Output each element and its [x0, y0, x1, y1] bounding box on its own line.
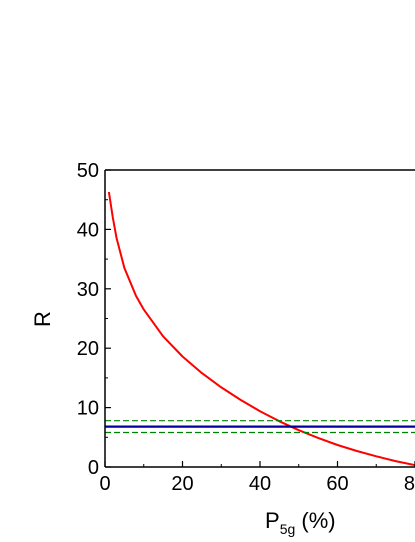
y-tick-label: 0: [88, 457, 99, 479]
y-tick-label: 50: [77, 160, 99, 182]
series-layer: [105, 191, 415, 467]
y-tick-label: 40: [77, 219, 99, 241]
y-tick-label: 30: [77, 279, 99, 301]
labels-layer: 0 10 20 30 40 50 0 20 40 60 80: [77, 160, 415, 495]
x-tick-label: 20: [171, 473, 193, 495]
y-tick-label: 20: [77, 338, 99, 360]
x-axis-title-unit: (%): [295, 508, 335, 533]
ticks-layer: [104, 169, 415, 468]
x-axis-title-main: P: [265, 508, 280, 533]
x-tick-label: 80: [404, 473, 415, 495]
x-axis-title-subscript: 5g: [280, 521, 296, 537]
x-tick-label: 0: [99, 473, 110, 495]
x-tick-label: 60: [326, 473, 348, 495]
x-tick-label: 40: [249, 473, 271, 495]
y-tick-label: 10: [77, 398, 99, 420]
series-line-0: [107, 191, 415, 467]
axes-layer: [104, 169, 415, 468]
x-axis-title: P5g (%): [265, 508, 336, 537]
y-axis-title: R: [30, 311, 55, 327]
